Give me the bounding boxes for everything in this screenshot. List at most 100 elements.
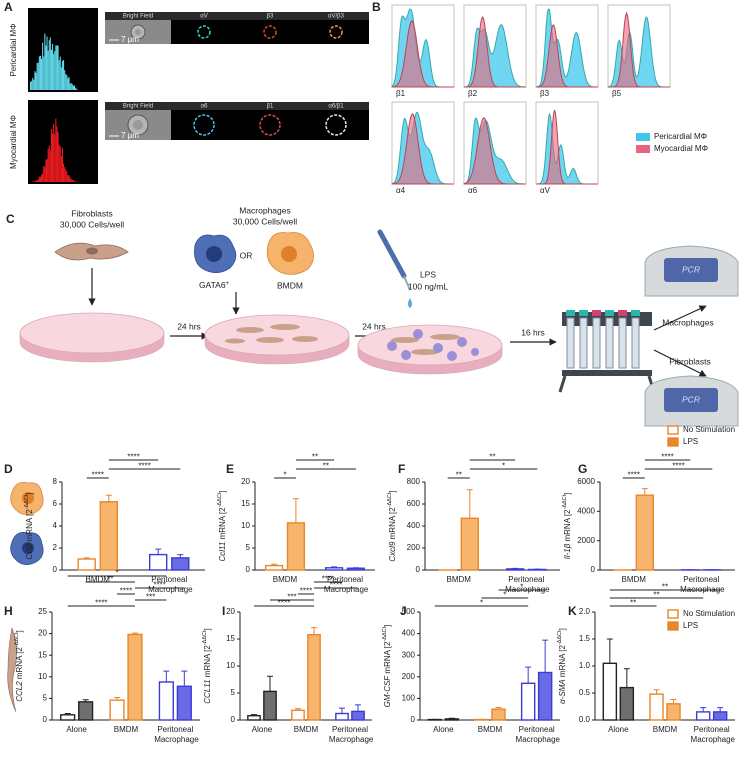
label: LPS [420,269,436,279]
bar [324,567,344,571]
channel-header [105,12,171,20]
histogram-bin [50,49,52,90]
y-axis-label-part: -ΔΔCt [387,492,393,507]
error-bar [355,704,362,712]
cell-stain [263,25,277,39]
marker-label: αV [540,186,551,195]
significance-label: ** [312,453,318,462]
y-tick-label: 0 [591,565,596,574]
label: Macrophages [239,205,291,215]
bar [346,567,366,571]
y-axis-label: CCL11 mRNA [2-ΔΔCt] [202,628,212,703]
label: BMDM [277,280,303,290]
legend-label: No Stimulation [683,425,735,434]
histogram-bin [71,179,73,182]
error-bar [294,708,301,711]
histogram-bin [71,84,73,90]
y-axis-label-part: ] [15,630,24,632]
legend-swatch [667,425,679,435]
y-axis-label-part: α-SMA [558,679,567,704]
significance-label: *** [146,593,155,602]
error-bar [311,627,318,635]
y-axis-label: Ccl2 mRNA [2-ΔΔCt] [24,492,34,559]
y-axis-label-part: mRNA [2 [563,509,572,544]
histogram-bin [67,175,69,182]
y-axis-label-part: Ccl2 [25,543,34,560]
significance-label: ** [456,471,462,480]
bar [171,557,190,571]
y-tick-label: 200 [407,543,421,552]
petri-dish [357,324,503,375]
histogram-bin [39,176,41,182]
y-axis-label-part: mRNA [2 [558,645,567,680]
significance-label: **** [138,462,150,471]
y-axis-label-part: mRNA [2 [203,645,212,680]
y-tick-label: 15 [226,634,235,643]
screen-label: PCR [682,264,700,274]
histogram-curve [464,15,526,88]
histogram-bin [74,181,76,182]
y-axis-label-part: -ΔΔCt [382,626,388,641]
y-tick-label: 0.5 [579,688,591,697]
panel-letter: H [4,604,13,618]
error-bar [114,697,121,701]
histogram-bin [42,42,44,90]
arrow [653,349,707,377]
histogram-bin [48,40,50,90]
y-tick-label: 1.5 [579,634,591,643]
histogram-bin [69,83,71,90]
row-label: Myocardial MΦ [9,115,18,169]
step-label: 24 hrs [362,321,386,331]
y-tick-label: 20 [38,629,47,638]
histogram-bin [60,155,62,182]
y-tick-label: 300 [402,650,416,659]
histogram-bin [52,43,54,90]
arrow [653,305,707,331]
marker-label: α6 [468,186,478,195]
histogram-bin [31,81,33,90]
nucleus [133,120,143,130]
histogram-bin [68,76,70,90]
bar [619,686,635,721]
y-axis-label-part: mRNA [2 [388,507,397,542]
error-bar [271,563,278,566]
significance-label: * [503,591,506,600]
y-axis-label-part: -ΔΔCt [24,494,30,509]
y-axis-label-part: mRNA [2 [15,647,24,682]
cell-stain [259,114,281,136]
histogram-bin [47,50,49,90]
histogram-bin [34,181,36,182]
histogram-bin [63,163,65,182]
label: 100 ng/mL [408,281,448,291]
x-tick-label: Peritoneal Macrophage [688,725,735,744]
channel-image [303,20,369,44]
x-tick-label: BMDM [86,575,111,584]
bar [158,681,174,721]
petri-dish [204,314,350,365]
channel-header [171,12,237,20]
legend-swatch [667,621,679,631]
bar [263,690,277,721]
histogram-bin [49,150,51,182]
significance-label: *** [287,593,296,602]
channel-header [171,102,237,110]
error-bar [181,670,188,687]
bar [127,633,143,721]
y-tick-label: 0 [411,715,416,724]
histogram-bin [32,77,34,90]
histogram-bin [43,165,45,182]
histogram-bin [52,133,54,182]
x-tick-label: BMDM [622,575,647,584]
histogram-bin [35,72,37,90]
histogram-bin [75,181,77,182]
x-tick-label: Peritoneal Macrophage [503,575,550,594]
histogram-curve [608,11,670,88]
y-axis-label-part: Ccl11 [218,542,227,562]
histogram-bin [48,145,50,182]
error-bar [338,707,345,714]
bar [649,693,664,721]
y-tick-label: 0 [231,715,236,724]
y-tick-label: 20 [226,607,235,616]
error-bar [670,698,677,704]
